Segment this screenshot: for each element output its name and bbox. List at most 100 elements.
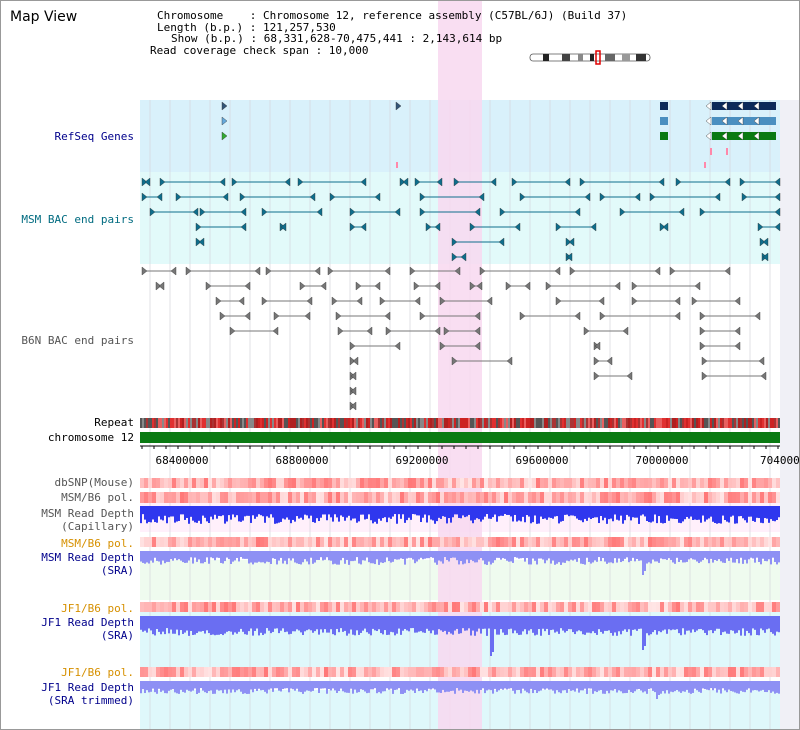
msm-bac-end (141, 192, 148, 202)
msm-bac-end (192, 207, 199, 217)
track-label-msm-b6-pol-2[interactable]: MSM/B6 pol. (61, 537, 134, 550)
b6n-bac-end (583, 326, 590, 336)
b6n-bac-end (306, 296, 313, 306)
b6n-bac-end (691, 296, 698, 306)
track-label-refseq[interactable]: RefSeq Genes (54, 130, 134, 143)
gene-body (712, 132, 776, 140)
ruler-tick-label: 704000 (760, 454, 800, 467)
b6n-bac-end (701, 356, 708, 366)
gene-body (712, 117, 776, 125)
b6n-bac-end (273, 311, 280, 321)
track-label-msm-depth-sra-sub: (SRA) (100, 564, 134, 577)
msm-depth-capillary-track[interactable] (140, 506, 780, 524)
b6n-bac-end (205, 281, 212, 291)
repeat-track[interactable] (140, 418, 780, 428)
gene-exon (660, 132, 668, 140)
msm-bac-end (156, 192, 163, 202)
b6n-bac-end (593, 356, 600, 366)
b6n-bac-end (474, 311, 481, 321)
msm-bac-end (144, 177, 151, 187)
b6n-bac-end (754, 311, 761, 321)
track-label-jf1-b6-pol-2[interactable]: JF1/B6 pol. (61, 666, 134, 679)
b6n-bac-end (170, 266, 177, 276)
gene-strand-arrow (705, 131, 712, 141)
length-info: Length (b.p.) : 121,257,530 (157, 20, 336, 34)
gene-arrow (221, 131, 228, 141)
b6n-bac-end (654, 266, 661, 276)
jf1-depth-sra-track[interactable] (140, 616, 780, 656)
track-label-msm-b6-pol[interactable]: MSM/B6 pol. (61, 491, 134, 504)
b6n-bac-end (419, 311, 426, 321)
gene-strand-arrow (737, 116, 744, 126)
msm-bac-end (175, 192, 182, 202)
track-label-jf1-b6-pol[interactable]: JF1/B6 pol. (61, 602, 134, 615)
jf1-b6-pol-heat-track[interactable] (140, 602, 780, 612)
track-label-dbsnp[interactable]: dbSNP(Mouse) (54, 476, 134, 489)
b6n-bac-features[interactable] (141, 266, 767, 411)
msm-bac-end (759, 237, 766, 247)
jf1-b6-pol-heat-track-2[interactable] (140, 667, 780, 677)
msm-bac-end (511, 177, 518, 187)
b6n-bac-end (694, 281, 701, 291)
gene-strand-arrow (721, 101, 728, 111)
b6n-bac-end (474, 326, 481, 336)
b6n-bac-end (486, 296, 493, 306)
msm-depth-sra-track[interactable] (140, 551, 780, 575)
gene-marker (704, 162, 706, 168)
b6n-bac-end (699, 326, 706, 336)
b6n-bac-end (519, 311, 526, 321)
track-label-msm-depth-sra[interactable]: MSM Read Depth (41, 551, 134, 564)
msm-bac-end (195, 222, 202, 232)
b6n-bac-end (244, 281, 251, 291)
msm-bac-end (499, 207, 506, 217)
ruler-tick-label: 70000000 (636, 454, 689, 467)
b6n-bac-end (272, 326, 279, 336)
msm-bac-end (239, 192, 246, 202)
msm-b6-pol-heat-track-2[interactable] (140, 537, 780, 547)
chromosome-bar[interactable] (140, 432, 780, 443)
refseq-gene-features[interactable] (221, 101, 776, 168)
track-label-msm-bac[interactable]: MSM BAC end pairs (21, 213, 134, 226)
b6n-bac-end (439, 341, 446, 351)
b6n-bac-end (409, 266, 416, 276)
track-label-b6n-bac[interactable]: B6N BAC end pairs (21, 334, 134, 347)
msm-bac-end (662, 222, 669, 232)
b6n-bac-end (219, 311, 226, 321)
b6n-bac-end (699, 311, 706, 321)
msm-bac-features[interactable] (141, 177, 781, 262)
msm-bac-end (774, 222, 781, 232)
gene-strand-arrow (737, 101, 744, 111)
gene-arrow (221, 101, 228, 111)
chromosome-ideogram[interactable] (529, 50, 651, 65)
msm-bac-end (757, 222, 764, 232)
gene-marker (396, 162, 398, 168)
msm-bac-end (649, 192, 656, 202)
b6n-bac-end (434, 326, 441, 336)
track-label-chromosome[interactable]: chromosome 12 (47, 431, 134, 444)
b6n-bac-end (141, 266, 148, 276)
ruler-tick-label: 68400000 (156, 454, 209, 467)
b6n-bac-end (265, 266, 272, 276)
track-label-msm-depth-capillary[interactable]: MSM Read Depth (41, 507, 134, 520)
msm-bac-end (564, 177, 571, 187)
b6n-bac-end (384, 266, 391, 276)
dbsnp-heat-track[interactable] (140, 478, 780, 488)
b6n-bac-end (443, 326, 450, 336)
msm-bac-end (316, 207, 323, 217)
msm-b6-pol-heat-track[interactable] (140, 492, 780, 503)
b6n-bac-end (304, 311, 311, 321)
msm-bac-end (762, 252, 769, 262)
view-title: Map View (10, 9, 78, 25)
b6n-bac-end (476, 281, 483, 291)
b6n-bac-end (626, 371, 633, 381)
track-label-jf1-depth-sra[interactable]: JF1 Read Depth (41, 616, 134, 629)
msm-bac-end (714, 192, 721, 202)
msm-bac-end (425, 222, 432, 232)
track-label-jf1-depth-trimmed[interactable]: JF1 Read Depth (41, 681, 134, 694)
jf1-depth-trimmed-track[interactable] (140, 681, 780, 699)
coverage-span-info: Read coverage check span : 10,000 (150, 43, 369, 57)
b6n-bac-end (379, 296, 386, 306)
track-label-repeat[interactable]: Repeat (94, 416, 134, 429)
b6n-bac-end (451, 356, 458, 366)
